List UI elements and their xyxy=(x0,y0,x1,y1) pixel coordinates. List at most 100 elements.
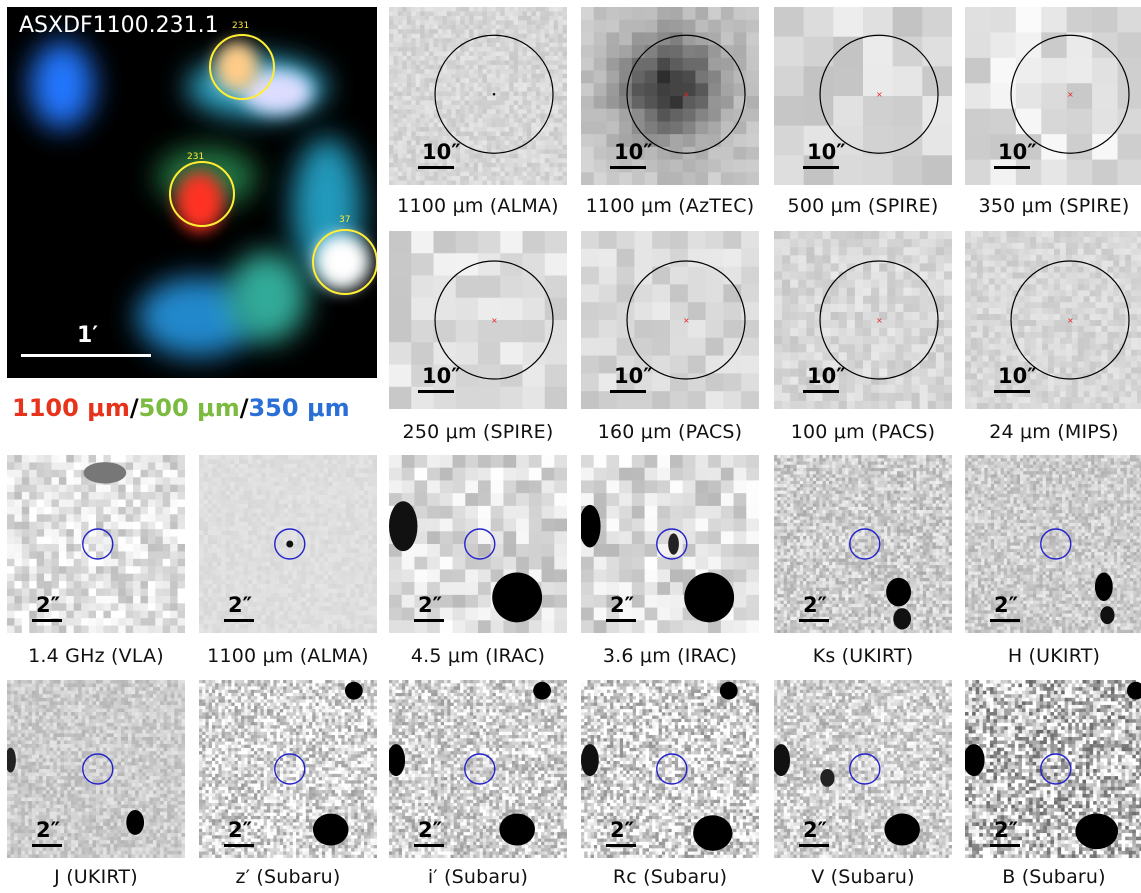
pixel xyxy=(854,336,864,345)
pixel xyxy=(469,136,475,142)
pixel xyxy=(531,158,537,164)
pixel xyxy=(442,149,448,155)
pixel xyxy=(670,320,689,339)
pixel xyxy=(1101,296,1108,303)
pixel xyxy=(723,391,742,409)
pixel xyxy=(437,29,443,35)
pixel xyxy=(464,153,470,159)
pixel xyxy=(1024,355,1031,363)
pixel xyxy=(522,42,528,48)
pixel xyxy=(526,47,532,53)
pixel xyxy=(544,342,567,366)
pixel xyxy=(553,96,559,102)
pixel xyxy=(1131,397,1138,404)
pixel xyxy=(903,384,913,394)
pixel xyxy=(283,548,289,554)
pixel xyxy=(911,320,921,329)
pixel xyxy=(1030,231,1037,238)
pixel xyxy=(526,122,532,128)
pixel xyxy=(687,284,707,303)
pixel xyxy=(708,96,722,110)
pixel xyxy=(239,508,245,514)
pixel xyxy=(549,64,555,70)
pixel xyxy=(270,628,276,633)
pixel xyxy=(895,247,905,256)
pixel xyxy=(976,231,984,238)
pixel xyxy=(495,42,501,48)
pixel xyxy=(1092,159,1119,185)
pixel xyxy=(720,108,735,123)
pixel xyxy=(1107,278,1114,285)
pixel xyxy=(919,320,929,329)
pixel xyxy=(558,149,564,155)
pixel xyxy=(1071,296,1079,303)
pixel xyxy=(7,492,16,501)
pixel xyxy=(988,373,996,380)
pixel xyxy=(274,561,280,567)
pixel xyxy=(88,603,97,612)
pixel xyxy=(437,60,443,66)
pixel xyxy=(482,118,488,124)
pixel xyxy=(234,544,240,550)
pixel xyxy=(1083,284,1091,291)
pixel xyxy=(919,255,929,264)
pixel xyxy=(919,247,929,256)
pixel xyxy=(695,134,709,148)
pixel xyxy=(1119,308,1126,315)
pixel xyxy=(1042,314,1049,321)
pixel xyxy=(1059,278,1067,285)
pixel xyxy=(720,19,735,34)
pixel xyxy=(393,176,399,182)
pixel xyxy=(774,231,783,240)
scale-bar xyxy=(610,166,646,169)
pixel xyxy=(486,180,492,185)
pixel xyxy=(469,171,475,177)
pixel xyxy=(212,544,218,550)
pixel xyxy=(446,131,452,137)
pixel xyxy=(170,492,179,501)
pixel xyxy=(199,628,205,633)
pixel xyxy=(1042,254,1049,262)
pixel xyxy=(670,302,689,321)
pixel xyxy=(170,595,179,604)
pixel xyxy=(526,24,532,30)
pixel xyxy=(44,551,53,560)
pixel xyxy=(535,11,541,17)
pixel xyxy=(879,336,888,345)
pixel xyxy=(540,176,546,182)
pixel xyxy=(491,87,497,93)
pixel xyxy=(478,136,484,142)
pixel xyxy=(644,83,658,97)
position-cross: × xyxy=(1067,316,1074,325)
pixel xyxy=(581,108,595,123)
pixel xyxy=(540,158,546,164)
pixel xyxy=(415,109,421,115)
pixel xyxy=(634,373,653,392)
pixel xyxy=(234,597,240,603)
pixel xyxy=(1042,361,1049,369)
pixel xyxy=(522,73,528,79)
pixel xyxy=(261,521,267,527)
pixel xyxy=(513,47,519,53)
pixel xyxy=(274,468,280,474)
pixel xyxy=(288,606,294,612)
pixel xyxy=(230,575,236,581)
pixel xyxy=(1036,385,1043,392)
pixel xyxy=(420,24,426,30)
pixel xyxy=(442,180,448,185)
pixel xyxy=(424,109,430,115)
pixel xyxy=(911,247,921,256)
pixel xyxy=(994,314,1002,321)
pixel xyxy=(292,459,298,465)
pixel xyxy=(919,231,929,240)
panel-caption: 100 μm (PACS) xyxy=(763,421,963,443)
pixel xyxy=(442,158,448,164)
pixel xyxy=(199,575,205,581)
pixel xyxy=(429,33,435,39)
pixel xyxy=(29,455,38,464)
pixel xyxy=(1095,278,1103,285)
pixel xyxy=(279,588,285,594)
pixel xyxy=(544,91,550,97)
pixel xyxy=(988,403,996,409)
pixel xyxy=(830,376,840,386)
